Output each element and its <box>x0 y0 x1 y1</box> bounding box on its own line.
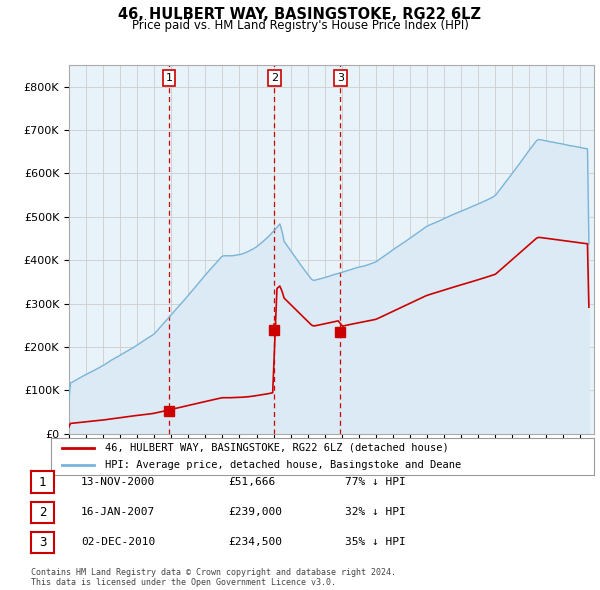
Text: 1: 1 <box>166 73 173 83</box>
Text: 3: 3 <box>337 73 344 83</box>
Text: £51,666: £51,666 <box>228 477 275 487</box>
Text: 46, HULBERT WAY, BASINGSTOKE, RG22 6LZ: 46, HULBERT WAY, BASINGSTOKE, RG22 6LZ <box>119 7 482 22</box>
Text: 46, HULBERT WAY, BASINGSTOKE, RG22 6LZ (detached house): 46, HULBERT WAY, BASINGSTOKE, RG22 6LZ (… <box>106 443 449 453</box>
Text: 02-DEC-2010: 02-DEC-2010 <box>81 537 155 547</box>
Text: 2: 2 <box>39 506 46 519</box>
Text: £239,000: £239,000 <box>228 507 282 517</box>
Text: 13-NOV-2000: 13-NOV-2000 <box>81 477 155 487</box>
Text: 16-JAN-2007: 16-JAN-2007 <box>81 507 155 517</box>
Text: This data is licensed under the Open Government Licence v3.0.: This data is licensed under the Open Gov… <box>31 578 336 588</box>
Text: £234,500: £234,500 <box>228 537 282 547</box>
Text: HPI: Average price, detached house, Basingstoke and Deane: HPI: Average price, detached house, Basi… <box>106 460 461 470</box>
Text: 77% ↓ HPI: 77% ↓ HPI <box>345 477 406 487</box>
Text: Contains HM Land Registry data © Crown copyright and database right 2024.: Contains HM Land Registry data © Crown c… <box>31 568 396 577</box>
Text: 2: 2 <box>271 73 278 83</box>
Text: 35% ↓ HPI: 35% ↓ HPI <box>345 537 406 547</box>
Text: Price paid vs. HM Land Registry's House Price Index (HPI): Price paid vs. HM Land Registry's House … <box>131 19 469 32</box>
Text: 3: 3 <box>39 536 46 549</box>
Text: 32% ↓ HPI: 32% ↓ HPI <box>345 507 406 517</box>
Text: 1: 1 <box>39 476 46 489</box>
